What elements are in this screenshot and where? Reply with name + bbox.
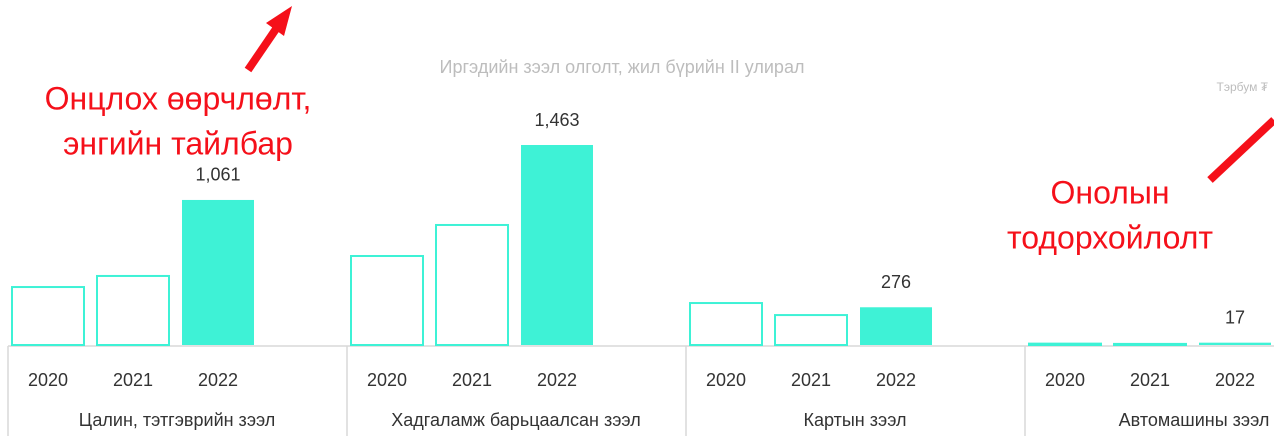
annotation: Онцлох өөрчлөлт, [45,80,312,116]
bar [11,286,85,346]
bar [860,307,932,345]
chart-title: Иргэдийн зээл олголт, жил бүрийн II улир… [440,57,805,77]
x-tick-label: 2020 [706,370,746,390]
annotation: энгийн тайлбар [63,125,293,161]
x-tick-label: 2020 [367,370,407,390]
bar [96,274,170,346]
x-tick-label: 2020 [1045,370,1085,390]
annotation: Онолын [1051,174,1170,210]
bar [1113,342,1187,346]
bar [182,199,254,345]
bar [350,255,424,347]
value-label: 1,061 [195,165,240,185]
unit-label: Тэрбум ₮ [1216,80,1268,94]
x-tick-label: 2021 [1130,370,1170,390]
x-tick-label: 2021 [113,370,153,390]
bar [689,302,763,346]
x-tick-label: 2022 [1215,370,1255,390]
bar [774,314,848,347]
value-label: 276 [881,272,911,292]
annotation: тодорхойлолт [1007,219,1213,255]
arrow [1207,117,1274,183]
x-tick-label: 2020 [28,370,68,390]
group-label: Картын зээл [804,410,907,430]
bar [435,223,509,346]
x-tick-label: 2022 [537,370,577,390]
x-tick-label: 2021 [452,370,492,390]
x-tick-label: 2021 [791,370,831,390]
x-tick-label: 2022 [198,370,238,390]
group-label: Хадгаламж барьцаалсан зээл [391,410,640,430]
value-label: 1,463 [534,110,579,130]
bar [521,145,593,345]
bar [1028,342,1102,346]
value-label: 17 [1225,307,1245,327]
group-label: Автомашины зээл [1119,410,1270,430]
x-tick-label: 2022 [876,370,916,390]
group-label: Цалин, тэтгэврийн зээл [79,410,276,430]
arrow [244,6,292,73]
bar [1199,342,1271,345]
